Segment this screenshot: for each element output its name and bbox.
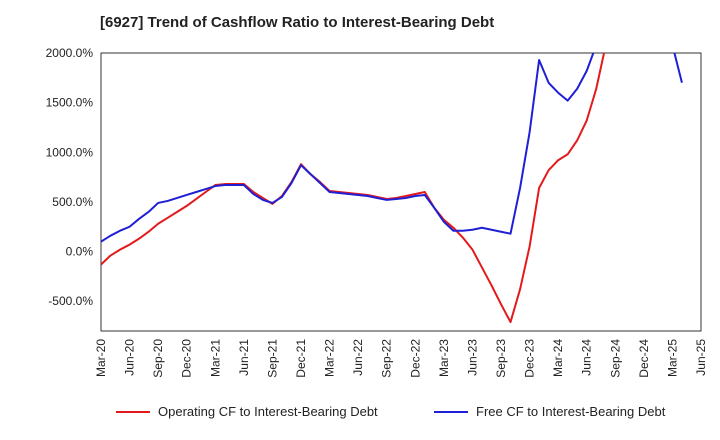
y-tick-label: -500.0% xyxy=(48,294,93,308)
y-tick-label: 2000.0% xyxy=(46,46,94,60)
chart-title: [6927] Trend of Cashflow Ratio to Intere… xyxy=(100,14,495,31)
x-tick-label: Dec-21 xyxy=(294,339,308,378)
series-line-free-cf xyxy=(673,53,683,84)
y-axis-tick-labels: -500.0% 0.0% 500.0% 1000.0% 1500.0% 2000.0% xyxy=(46,46,94,308)
x-tick-label: Sep-22 xyxy=(380,339,394,378)
legend-label-free-cf: Free CF to Interest-Bearing Debt xyxy=(476,404,666,419)
x-tick-label: Mar-20 xyxy=(94,339,108,377)
x-tick-label: Jun-25 xyxy=(694,339,708,376)
x-tick-label: Sep-24 xyxy=(608,339,622,378)
x-tick-label: Sep-21 xyxy=(265,339,279,378)
axes xyxy=(100,52,702,332)
x-tick-label: Mar-24 xyxy=(551,339,565,377)
legend-swatch-free-cf xyxy=(434,410,468,413)
x-tick-label: Dec-24 xyxy=(637,339,651,378)
legend-swatch-operating-cf xyxy=(116,410,150,413)
x-tick-label: Dec-20 xyxy=(180,339,194,378)
x-tick-label: Jun-20 xyxy=(123,339,137,376)
x-tick-label: Sep-20 xyxy=(151,339,165,378)
x-tick-label: Mar-23 xyxy=(437,339,451,377)
legend-item-operating-cf: Operating CF to Interest-Bearing Debt xyxy=(116,404,378,419)
x-tick-label: Mar-21 xyxy=(208,339,222,377)
plot-frame xyxy=(100,52,702,332)
series-lines xyxy=(101,53,683,324)
legend-item-free-cf: Free CF to Interest-Bearing Debt xyxy=(434,404,665,419)
x-tick-label: Jun-24 xyxy=(580,339,594,376)
series-line-free-cf xyxy=(101,53,595,243)
legend-label-operating-cf: Operating CF to Interest-Bearing Debt xyxy=(158,404,378,419)
x-axis-tick-labels: Mar-20 Jun-20 Sep-20 Dec-20 Mar-21 Jun-21 Sep-… xyxy=(94,339,708,378)
x-tick-label: Dec-22 xyxy=(408,339,422,378)
x-tick-label: Mar-22 xyxy=(323,339,337,377)
y-tick-label: 500.0% xyxy=(52,195,93,209)
y-tick-label: 1000.0% xyxy=(46,145,94,159)
y-tick-label: 0.0% xyxy=(66,245,94,259)
x-tick-label: Sep-23 xyxy=(494,339,508,378)
x-tick-label: Jun-21 xyxy=(237,339,251,376)
x-tick-label: Mar-25 xyxy=(665,339,679,377)
legend: Operating CF to Interest-Bearing Debt Fr… xyxy=(0,404,720,424)
x-tick-label: Dec-23 xyxy=(523,339,537,378)
x-tick-label: Jun-23 xyxy=(465,339,479,376)
y-tick-label: 1500.0% xyxy=(46,96,94,110)
x-tick-label: Jun-22 xyxy=(351,339,365,376)
